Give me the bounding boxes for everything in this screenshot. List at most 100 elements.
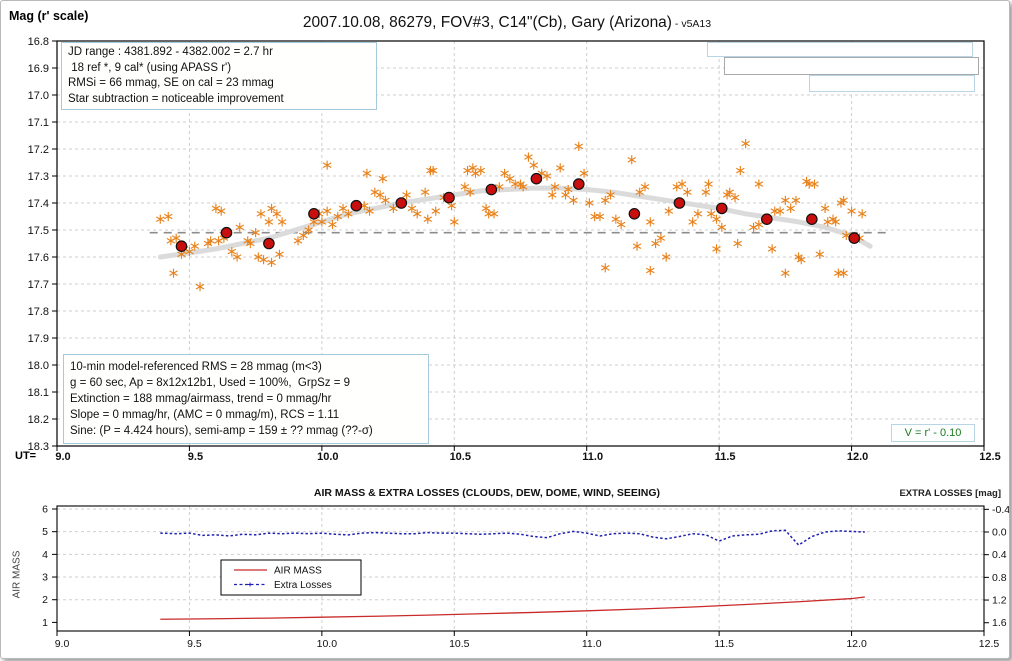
y-tick-label: 17.8 [28, 306, 49, 318]
scatter-point [574, 141, 584, 151]
scatter-point [277, 217, 287, 227]
x-tick-label: 10.0 [317, 451, 338, 463]
scatter-point [344, 209, 353, 219]
v-filter-note: V = r' - 0.10 [891, 424, 975, 442]
avg-point [715, 202, 728, 215]
scatter-point [733, 238, 742, 249]
extra-losses-tick-label: -0.4 [992, 504, 1009, 516]
scatter-point [547, 190, 557, 200]
scatter-point [616, 220, 626, 230]
scatter-point [683, 187, 692, 197]
y-tick-label: 17.6 [28, 252, 49, 264]
scatter-point [645, 217, 655, 227]
empty-legend-box [809, 75, 975, 92]
x-tick-label: 12.5 [979, 638, 1000, 650]
scatter-point [267, 257, 276, 267]
scatter-point [267, 203, 276, 213]
avg-point [530, 172, 543, 185]
scatter-point [820, 203, 830, 213]
extra-losses-tick-label: 0.4 [992, 549, 1007, 561]
scatter-point [600, 195, 610, 205]
scatter-point [640, 182, 650, 192]
x-tick-label: 10.0 [317, 638, 338, 650]
scatter-point [563, 184, 573, 195]
scatter-point [246, 238, 255, 249]
chart-title-version: - v5A13 [671, 18, 712, 30]
scatter-point [431, 206, 441, 216]
x-tick-label: 9.0 [55, 638, 70, 650]
scatter-point [730, 193, 740, 203]
scatter-point [500, 168, 509, 178]
scatter-point [251, 228, 260, 238]
avg-point [308, 208, 320, 220]
scatter-point [317, 217, 327, 227]
avg-point [263, 237, 275, 250]
model-info-line: Slope = 0 mmag/hr, (AMC = 0 mmag/m), RCS… [70, 409, 340, 421]
scatter-point [693, 209, 703, 219]
avg-point [806, 213, 818, 225]
jd-info-line: JD range : 4381.892 - 4382.002 = 2.7 hr [68, 46, 273, 58]
scatter-point [256, 209, 266, 219]
avg-point [628, 208, 641, 220]
scatter-point [585, 198, 594, 208]
scatter-point [365, 206, 374, 216]
airmass-tick-label: 4 [42, 549, 48, 561]
scatter-point [338, 203, 348, 213]
avg-point [220, 226, 233, 239]
avg-point [350, 199, 363, 212]
model-info-line: g = 60 sec, Ap = 8x12x12b1, Used = 100%,… [70, 377, 351, 389]
scatter-point [857, 209, 867, 219]
x-tick-label: 11.5 [714, 638, 734, 650]
scatter-point [635, 187, 644, 197]
scatter-point [632, 241, 642, 251]
scatter-point [163, 211, 173, 222]
scatter-point [606, 190, 615, 200]
scatter-point [195, 282, 205, 292]
scatter-point [214, 236, 223, 246]
avg-point [572, 178, 585, 190]
scatter-point [293, 236, 303, 246]
airmass-chart-title: AIR MASS & EXTRA LOSSES (CLOUDS, DEW, DO… [313, 487, 661, 499]
scatter-point [156, 214, 165, 224]
scatter-point [402, 190, 411, 200]
model-info-line: Sine: (P = 4.424 hours), semi-amp = 159 … [70, 425, 373, 437]
scatter-point [704, 179, 713, 189]
scatter-point [701, 187, 711, 197]
scatter-point [322, 206, 332, 216]
x-tick-label: 12.0 [846, 638, 867, 650]
scatter-point [651, 238, 660, 249]
scatter-point [211, 203, 221, 213]
airmass-axis-title: AIR MASS [11, 550, 23, 599]
scatter-point [661, 252, 671, 262]
scatter-point [465, 187, 475, 197]
scatter-point [489, 209, 499, 219]
scatter-point [171, 233, 181, 243]
scatter-point [264, 217, 274, 227]
scatter-point [736, 166, 745, 176]
x-tick-label: 11.5 [715, 451, 736, 463]
airmass-plot-border [56, 505, 985, 632]
airmass-line [160, 596, 865, 620]
x-tick-label: 11.0 [582, 451, 603, 463]
y-tick-label: 17.1 [28, 117, 49, 129]
scatter-point [407, 203, 417, 213]
x-tick-label: 9.5 [187, 638, 202, 650]
scatter-point [754, 220, 764, 230]
scatter-point [754, 179, 764, 189]
scatter-point [505, 174, 515, 184]
legend-box [220, 559, 362, 596]
jd-info-line: 18 ref *, 9 cal* (using APASS r') [68, 61, 232, 74]
scatter-point [370, 187, 380, 197]
extra-losses-tick-label: 1.2 [992, 595, 1007, 607]
empty-legend-box [724, 57, 979, 75]
scatter-point [611, 214, 621, 224]
avg-point [848, 232, 861, 244]
extra-losses-axis-title: EXTRA LOSSES [mag] [899, 488, 1001, 499]
airmass-tick-label: 5 [42, 526, 48, 538]
y-tick-label: 16.9 [28, 63, 49, 75]
scatter-point [190, 241, 200, 251]
avg-point [395, 197, 408, 209]
scatter-point [542, 171, 552, 181]
scatter-point [672, 182, 682, 192]
